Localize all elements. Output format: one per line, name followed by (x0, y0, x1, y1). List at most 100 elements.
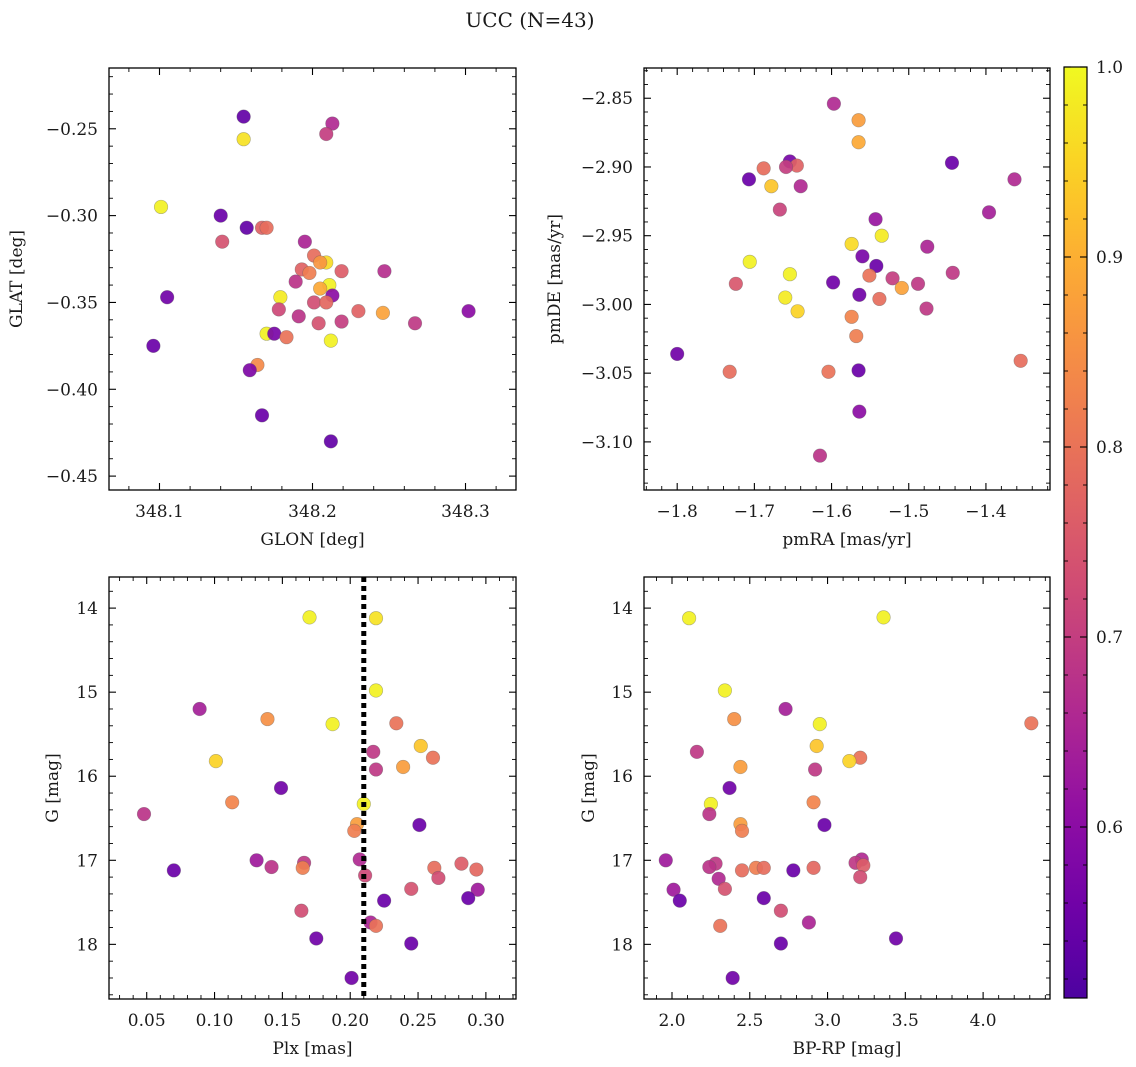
data-point (741, 172, 757, 187)
data-point (809, 738, 824, 754)
data-point (711, 871, 726, 886)
x-axis-label: GLON [deg] (260, 530, 364, 550)
x-tick-label: 348.2 (288, 502, 337, 522)
data-point (273, 780, 289, 796)
data-point (778, 701, 793, 717)
y-tick-label: −3.00 (581, 295, 633, 315)
data-point (756, 161, 771, 176)
x-tick-label: −1.8 (657, 502, 698, 522)
data-point (872, 291, 887, 307)
data-point (944, 155, 960, 170)
data-point (351, 304, 366, 319)
data-point (727, 711, 742, 727)
data-point (722, 364, 737, 379)
data-point (302, 610, 317, 625)
data-point (869, 258, 884, 274)
data-point (717, 881, 732, 896)
data-point (856, 858, 871, 873)
data-point (888, 931, 904, 946)
data-point (670, 346, 685, 362)
colorbar: 0.6 0.7 0.8 0.9 1.0 (1063, 58, 1123, 999)
ticks: 2.0 2.5 3.0 3.5 4.0 14 15 16 17 18 (611, 577, 1050, 1031)
x-tick-label: 348.3 (441, 502, 490, 522)
data-point (778, 290, 793, 305)
data-point (981, 205, 997, 220)
data-point (728, 276, 743, 291)
y-tick-label: −2.95 (581, 227, 633, 247)
data-point (806, 860, 821, 875)
data-point (368, 918, 384, 933)
data-point (267, 326, 282, 341)
data-point (855, 249, 870, 264)
y-tick-label: 18 (76, 935, 98, 955)
x-tick-label: 3.5 (892, 1011, 919, 1031)
colorbar-gradient (1063, 66, 1088, 999)
data-point (851, 135, 866, 150)
data-point (273, 290, 288, 305)
data-point (844, 309, 859, 324)
x-tick-label: −1.5 (888, 502, 929, 522)
data-point (713, 918, 728, 933)
data-point (868, 212, 883, 227)
data-point (368, 683, 384, 698)
scatter-panel-3: 0.05 0.10 0.15 0.20 0.25 0.30 14 15 16 17 18 Plx [m… (43, 576, 517, 1059)
data-point (413, 738, 428, 754)
x-tick-label: 0.20 (331, 1011, 369, 1031)
data-point (288, 274, 303, 289)
y-tick-label: 14 (611, 599, 633, 619)
y-tick-label: 15 (76, 683, 98, 703)
data-point (772, 202, 787, 217)
data-point (461, 304, 476, 319)
scatter-points (136, 610, 485, 986)
x-tick-label: 0.25 (399, 1011, 437, 1031)
y-tick-label: 17 (611, 851, 633, 871)
data-point (313, 281, 328, 296)
data-point (225, 795, 240, 810)
data-point (812, 717, 827, 732)
data-point (734, 863, 750, 878)
data-point (454, 856, 469, 871)
data-point (1024, 716, 1039, 731)
data-point (853, 870, 868, 885)
data-point (259, 220, 274, 235)
data-point (874, 228, 889, 243)
data-point (790, 304, 805, 319)
x-tick-label: 2.0 (658, 1011, 685, 1031)
data-point (347, 823, 362, 838)
data-point (786, 863, 801, 878)
data-point (844, 236, 859, 252)
ticks: −1.8 −1.7 −1.6 −1.5 −1.4 −2.85 −2.90 −2.95 −3.00… (581, 68, 1050, 522)
y-axis-label: G [mag] (579, 753, 599, 822)
data-point (722, 780, 737, 796)
x-axis-label: BP-RP [mag] (793, 1039, 902, 1059)
data-point (1013, 353, 1028, 368)
data-point (702, 806, 717, 822)
y-tick-label: 16 (611, 767, 633, 787)
data-point (469, 862, 484, 877)
data-point (153, 199, 169, 215)
y-tick-label: 15 (611, 683, 633, 703)
data-point (344, 970, 359, 986)
data-point (264, 859, 279, 875)
axes-frame (108, 576, 517, 1000)
y-tick-label: −0.25 (46, 120, 98, 140)
colorbar-tick-label: 0.8 (1096, 438, 1123, 458)
data-point (812, 448, 828, 463)
scatter-points (670, 96, 1028, 463)
data-point (236, 132, 251, 147)
data-point (368, 762, 384, 777)
colorbar-tick-label: 0.7 (1096, 628, 1123, 648)
data-point (325, 116, 340, 131)
data-point (826, 96, 841, 111)
colorbar-tick-label: 1.0 (1096, 58, 1123, 78)
data-point (412, 817, 427, 833)
data-point (756, 891, 771, 906)
y-axis-label: G [mag] (43, 753, 63, 822)
data-point (876, 610, 891, 625)
scatter-panel-1: 348.1 348.2 348.3 −0.25 −0.30 −0.35 −0.40 −0.45… (7, 67, 517, 550)
data-point (249, 853, 264, 868)
x-tick-label: 2.5 (736, 1011, 763, 1031)
data-point (396, 759, 411, 775)
data-point (808, 762, 823, 777)
data-point (313, 255, 328, 270)
